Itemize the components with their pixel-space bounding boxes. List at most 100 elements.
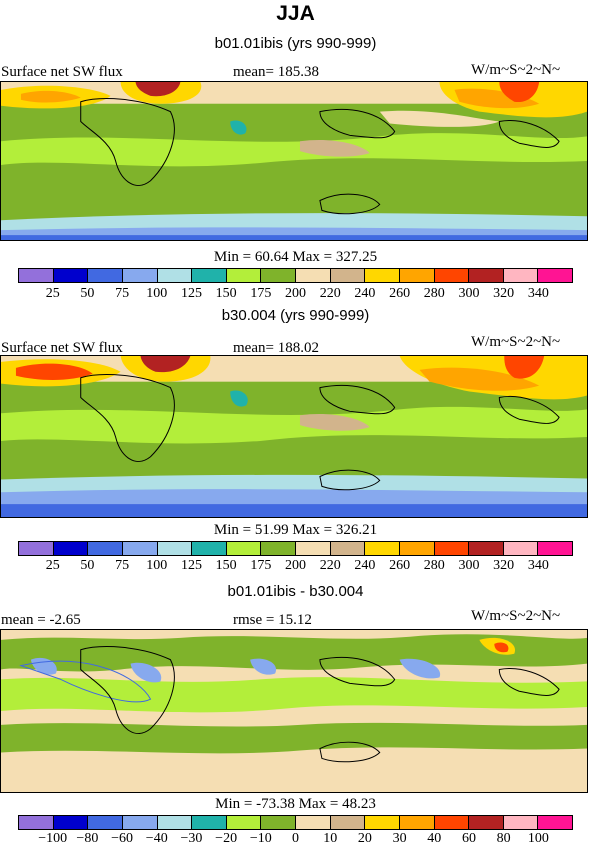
panel-1-colorbar-tick-label: 200 (285, 286, 306, 301)
panel-1-colorbar-tick-label: 240 (354, 286, 376, 301)
panel-2-units-label: W/m~S~2~N~ (471, 334, 561, 350)
panel-1-colorbar-swatch (19, 269, 54, 282)
panel-2-colorbar-swatch (296, 542, 331, 555)
panel-1-colorbar-tick-label: 220 (319, 286, 341, 301)
panel-3-colorbar (18, 815, 573, 830)
panel-3-colorbar-tick-label: 100 (527, 831, 549, 846)
panel-2-colorbar-swatch (261, 542, 296, 555)
panel-3-colorbar-swatch (538, 816, 572, 829)
panel-1-colorbar-swatch (365, 269, 400, 282)
panel-2-colorbar-tick-label: 50 (80, 558, 95, 573)
panel-2-colorbar-tick-label: 280 (423, 558, 445, 573)
panel-3-colorbar-swatch (330, 816, 366, 829)
panel-3-colorbar-tick-label: −20 (215, 831, 238, 846)
panel-1-colorbar-tick-label: 260 (389, 286, 411, 301)
panel-3-colorbar-tick-label: 80 (496, 831, 511, 846)
panel-3-colorbar-tick-label: −30 (180, 831, 203, 846)
panel-3-colorbar-swatch (19, 816, 54, 829)
panel-2-colorbar-tick-label: 150 (215, 558, 237, 573)
panel-1-map (0, 81, 588, 241)
panel-2-colorbar-tick-label: 125 (180, 558, 202, 573)
panel-1-colorbar-tick-label: 125 (180, 286, 202, 301)
panel-2-colorbar-tick-label: 320 (493, 558, 515, 573)
panel-1-colorbar-swatch (53, 269, 89, 282)
panel-3-minmax: Min = -73.38 Max = 48.23 (215, 796, 376, 812)
panel-3-colorbar-tick-label: 20 (357, 831, 372, 846)
panel-2-colorbar-ticks: 25 50 75 100 125 150 175 200 220 240 260 280 300 320 3… (18, 558, 573, 574)
panel-2-subtitle: b30.004 (yrs 990-999) (221, 307, 370, 324)
panel-3-colorbar-tick-label: 60 (461, 831, 476, 846)
panel-2-colorbar-swatch (538, 542, 572, 555)
panel-1-colorbar-tick-label: 175 (250, 286, 272, 301)
panel-2-colorbar-swatch (226, 542, 262, 555)
panel-2-colorbar-tick-label: 75 (115, 558, 130, 573)
panel-2-colorbar-swatch (122, 542, 158, 555)
panel-2-colorbar-tick-label: 25 (45, 558, 60, 573)
panel-1-colorbar-tick-label: 320 (493, 286, 515, 301)
panel-3-map (0, 629, 588, 793)
panel-2-colorbar-tick-label: 220 (319, 558, 341, 573)
panel-3-colorbar-tick-label: 10 (323, 831, 338, 846)
panel-3-colorbar-tick-label: 0 (292, 831, 299, 846)
panel-2-colorbar-swatch (19, 542, 54, 555)
panel-3-units-label: W/m~S~2~N~ (471, 608, 561, 624)
panel-2-colorbar-tick-label: 260 (389, 558, 411, 573)
panel-2-colorbar-swatch (330, 542, 366, 555)
panel-2-colorbar-swatch (88, 542, 123, 555)
panel-1-colorbar-swatch (399, 269, 435, 282)
panel-3-colorbar-tick-label: −10 (249, 831, 272, 846)
panel-3-colorbar-ticks: −100 −80 −60 −40 −30 −20 −10 0 10 20 30 40 60 80 100 (18, 831, 573, 847)
panel-2-colorbar-swatch (469, 542, 504, 555)
panel-3-subtitle: b01.01ibis - b30.004 (227, 583, 364, 600)
panel-1-colorbar-swatch (226, 269, 262, 282)
panel-2-colorbar-tick-label: 300 (458, 558, 480, 573)
panel-3-colorbar-swatch (434, 816, 470, 829)
panel-2-colorbar-swatch (365, 542, 400, 555)
panel-2-colorbar-swatch (503, 542, 539, 555)
panel-3-colorbar-swatch (261, 816, 296, 829)
panel-2-colorbar-swatch (434, 542, 470, 555)
panel-1-colorbar-swatch (192, 269, 227, 282)
panel-2-colorbar (18, 541, 573, 556)
figure-title: JJA (276, 2, 315, 25)
panel-2-colorbar-tick-label: 175 (250, 558, 272, 573)
panel-1-colorbar-ticks: 25 50 75 100 125 150 175 200 220 240 260 280 300 320 3… (18, 286, 573, 302)
panel-2-colorbar-tick-label: 100 (146, 558, 168, 573)
panel-1-colorbar-swatch (157, 269, 193, 282)
panel-1-colorbar-tick-label: 280 (423, 286, 445, 301)
panel-1-colorbar-tick-label: 50 (80, 286, 95, 301)
panel-3-colorbar-tick-label: 30 (392, 831, 407, 846)
panel-3-colorbar-tick-label: −100 (38, 831, 68, 846)
panel-3-colorbar-swatch (469, 816, 504, 829)
panel-2-colorbar-swatch (53, 542, 89, 555)
panel-2-colorbar-tick-label: 240 (354, 558, 376, 573)
panel-3-colorbar-tick-label: −40 (145, 831, 168, 846)
panel-1-minmax: Min = 60.64 Max = 327.25 (213, 249, 378, 265)
panel-3-colorbar-swatch (503, 816, 539, 829)
panel-1-colorbar-swatch (503, 269, 539, 282)
panel-1-variable-label: Surface net SW flux (1, 64, 123, 80)
panel-1-colorbar-swatch (261, 269, 296, 282)
panel-1-mean-label: mean= 185.38 (233, 64, 319, 80)
panel-2-colorbar-tick-label: 200 (285, 558, 306, 573)
panel-1-colorbar-tick-label: 75 (115, 286, 130, 301)
panel-2-variable-label: Surface net SW flux (1, 340, 123, 356)
panel-3-colorbar-swatch (122, 816, 158, 829)
panel-2-colorbar-tick-label: 340 (527, 558, 549, 573)
panel-1-subtitle: b01.01ibis (yrs 990-999) (214, 35, 377, 52)
panel-1-colorbar-tick-label: 100 (146, 286, 168, 301)
panel-1-colorbar-swatch (296, 269, 331, 282)
panel-1-colorbar (18, 268, 573, 283)
panel-3-colorbar-swatch (226, 816, 262, 829)
panel-1-units-label: W/m~S~2~N~ (471, 62, 561, 78)
panel-3-colorbar-tick-label: −60 (111, 831, 134, 846)
panel-1-colorbar-swatch (469, 269, 504, 282)
panel-2-map (0, 355, 588, 518)
panel-3-colorbar-swatch (365, 816, 400, 829)
panel-3-colorbar-swatch (192, 816, 227, 829)
panel-2-colorbar-swatch (157, 542, 193, 555)
panel-2-minmax: Min = 51.99 Max = 326.21 (213, 522, 378, 538)
panel-3-colorbar-swatch (157, 816, 193, 829)
panel-3-colorbar-tick-label: 40 (427, 831, 442, 846)
panel-3-colorbar-swatch (296, 816, 331, 829)
